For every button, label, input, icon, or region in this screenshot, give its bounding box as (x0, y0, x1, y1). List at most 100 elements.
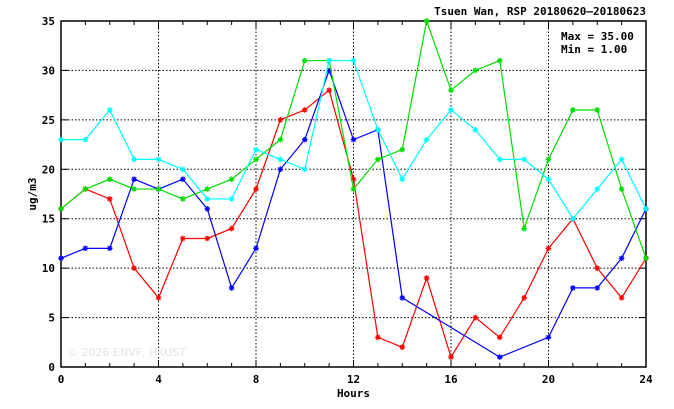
data-point-marker (131, 265, 137, 271)
data-point-marker (472, 314, 479, 321)
data-point-marker (277, 136, 284, 143)
grid-lines (61, 21, 646, 367)
min-stat: Min = 1.00 (561, 43, 627, 56)
data-point-marker (106, 245, 113, 252)
data-point-marker (253, 245, 259, 252)
data-point-marker (253, 146, 259, 153)
data-point-marker (399, 146, 406, 153)
data-point-marker (58, 206, 64, 212)
x-tick-label: 4 (155, 373, 162, 386)
x-tick-label: 12 (347, 373, 360, 386)
chart-title: Tsuen Wan, RSP 20180620—20180623 (434, 5, 646, 18)
series-4 (58, 57, 649, 222)
data-point-marker (399, 176, 406, 182)
data-point-marker (253, 156, 259, 163)
axis-ticks: 0 4 8 12 16 20 24 0 5 10 15 20 25 30 35 (42, 15, 653, 386)
data-point-marker (155, 186, 162, 192)
y-tick-label: 10 (42, 262, 55, 275)
data-point-marker (399, 295, 406, 301)
data-point-marker (180, 196, 186, 202)
data-point-marker (521, 156, 527, 163)
data-point-marker (131, 186, 137, 192)
data-series (58, 18, 649, 360)
data-point-marker (521, 295, 527, 301)
series-1 (58, 87, 649, 360)
data-point-marker (228, 196, 235, 202)
y-tick-label: 35 (42, 15, 55, 28)
data-point-marker (228, 285, 235, 291)
data-point-marker (204, 206, 211, 212)
data-point-marker (496, 354, 503, 360)
y-tick-label: 25 (42, 114, 55, 127)
data-point-marker (131, 176, 137, 182)
data-point-marker (350, 136, 357, 143)
data-point-marker (155, 156, 162, 163)
data-point-marker (350, 57, 357, 64)
data-point-marker (180, 176, 186, 182)
data-point-marker (618, 255, 625, 262)
data-point-marker (301, 166, 308, 173)
x-tick-label: 16 (444, 373, 458, 386)
data-point-marker (399, 344, 406, 351)
y-tick-label: 0 (48, 361, 55, 374)
data-point-marker (106, 107, 113, 113)
data-point-marker (375, 126, 381, 133)
watermark: © 2026 ENVF, HKUST (67, 346, 186, 359)
data-point-marker (545, 176, 552, 182)
data-point-marker (58, 136, 64, 143)
data-point-marker (204, 196, 211, 202)
data-point-marker (570, 285, 576, 291)
data-point-marker (594, 107, 601, 113)
x-tick-label: 0 (58, 373, 65, 386)
data-point-marker (521, 225, 527, 232)
data-point-marker (301, 136, 308, 143)
data-point-marker (375, 334, 381, 341)
data-point-marker (326, 67, 332, 74)
data-point-marker (423, 275, 430, 281)
data-point-marker (228, 225, 235, 232)
data-point-marker (180, 166, 186, 173)
data-point-marker (82, 136, 89, 143)
data-point-marker (277, 166, 284, 173)
data-point-marker (277, 117, 284, 123)
data-point-marker (496, 334, 503, 341)
data-point-marker (448, 354, 454, 360)
data-point-marker (301, 107, 308, 113)
max-stat: Max = 35.00 (561, 30, 634, 43)
data-point-marker (277, 156, 284, 163)
x-tick-label: 24 (639, 373, 653, 386)
data-point-marker (82, 186, 89, 192)
data-point-marker (204, 235, 211, 242)
data-point-marker (350, 186, 357, 192)
data-point-marker (448, 87, 454, 93)
y-tick-label: 30 (42, 64, 55, 77)
data-point-marker (618, 186, 625, 192)
data-point-marker (326, 87, 332, 93)
data-point-marker (58, 255, 64, 262)
data-point-marker (106, 196, 113, 202)
data-point-marker (204, 186, 211, 192)
data-point-marker (594, 265, 601, 271)
data-point-marker (326, 57, 332, 64)
data-point-marker (423, 18, 430, 24)
data-point-marker (496, 156, 503, 163)
data-point-marker (155, 295, 162, 301)
data-point-marker (545, 156, 552, 163)
y-tick-label: 20 (42, 163, 55, 176)
data-point-marker (618, 295, 625, 301)
data-point-marker (618, 156, 625, 163)
y-tick-label: 5 (48, 312, 55, 325)
data-point-marker (448, 107, 454, 113)
data-point-marker (545, 245, 552, 252)
data-point-marker (106, 176, 113, 182)
data-point-marker (643, 206, 649, 212)
y-axis-label: ug/m3 (26, 177, 39, 210)
data-point-marker (643, 255, 649, 262)
data-point-marker (594, 285, 601, 291)
data-point-marker (472, 126, 479, 133)
data-point-marker (180, 235, 186, 242)
data-point-marker (570, 107, 576, 113)
data-point-marker (545, 334, 552, 341)
data-point-marker (423, 136, 430, 143)
